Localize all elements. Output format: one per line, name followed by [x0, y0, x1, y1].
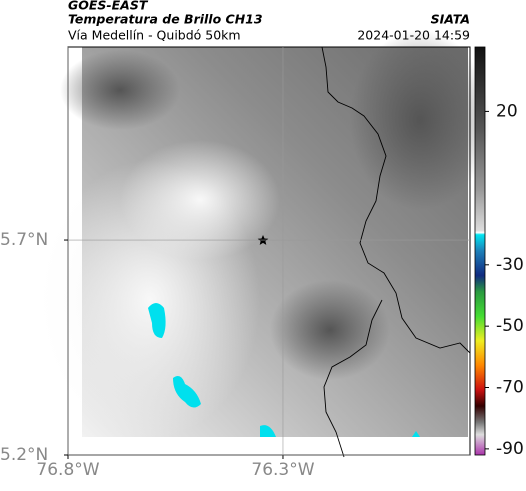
title: GOES-EAST [68, 0, 149, 13]
colorbar-tick-label: -70 [496, 378, 524, 398]
colorbar [474, 46, 486, 456]
colorbar-tick-label: 20 [496, 101, 518, 121]
satellite-image [40, 30, 490, 440]
colorbar-tick-label: -30 [496, 255, 524, 275]
colorbar-tick-label: -50 [496, 316, 524, 336]
x-tick-label: 76.3°W [251, 460, 314, 480]
y-tick-label: 5.7°N [0, 230, 48, 250]
y-tick-label: 5.2°N [0, 445, 48, 465]
x-tick-label: 76.8°W [36, 460, 99, 480]
subtitle: Temperatura de Brillo CH13 [68, 12, 263, 27]
colorbar-tick-label: -90 [496, 439, 524, 459]
source: SIATA [431, 12, 470, 27]
route: Vía Medellín - Quibdó 50km [68, 28, 241, 43]
borders [321, 46, 471, 458]
